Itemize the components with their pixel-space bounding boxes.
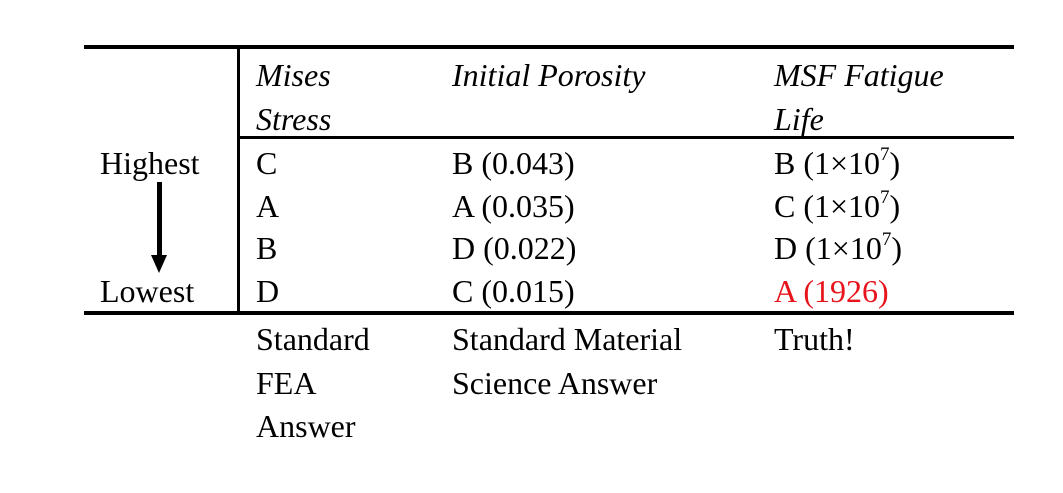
footer-porosity-line1: Standard Material [452,321,683,357]
table-bottom-rule [84,311,1014,315]
header-msf-line1: MSF Fatigue [774,57,944,93]
exponent: 7 [880,144,890,165]
column-divider [237,45,240,314]
exponent: 7 [881,229,892,250]
header-porosity: Initial Porosity [452,57,646,93]
cell-mises-row4: D [256,273,280,309]
exponent: 7 [880,187,890,208]
cell-mises-row2: A [256,188,280,224]
cell-porosity-row4: C (0.015) [452,273,575,309]
header-mises-line1: Mises [256,57,331,93]
cell-mises-row3: B [256,230,278,266]
footer-msf-line1: Truth! [774,321,855,357]
footer-mises-line3: Answer [256,408,356,444]
cell-porosity-row3: D (0.022) [452,230,577,266]
cell-msf-row4-highlight: A (1926) [774,273,889,309]
ranking-arrow-shaft [157,182,162,258]
footer-mises-line2: FEA [256,365,317,401]
cell-msf-row3: D (1×107) [774,229,902,266]
footer-mises-line1: Standard [256,321,370,357]
cell-mises-row1: C [256,145,278,181]
rank-label-highest: Highest [100,145,200,181]
header-msf-line2: Life [774,101,824,137]
footer-porosity-line2: Science Answer [452,365,658,401]
header-bottom-rule [238,136,1014,139]
cell-msf-row1: B (1×107) [774,144,901,181]
table-top-rule [84,45,1014,49]
header-mises-line2: Stress [256,101,332,137]
cell-porosity-row2: A (0.035) [452,188,575,224]
cell-msf-row2: C (1×107) [774,187,901,224]
cell-porosity-row1: B (0.043) [452,145,575,181]
down-arrow-icon [151,255,167,273]
rank-label-lowest: Lowest [100,273,195,309]
